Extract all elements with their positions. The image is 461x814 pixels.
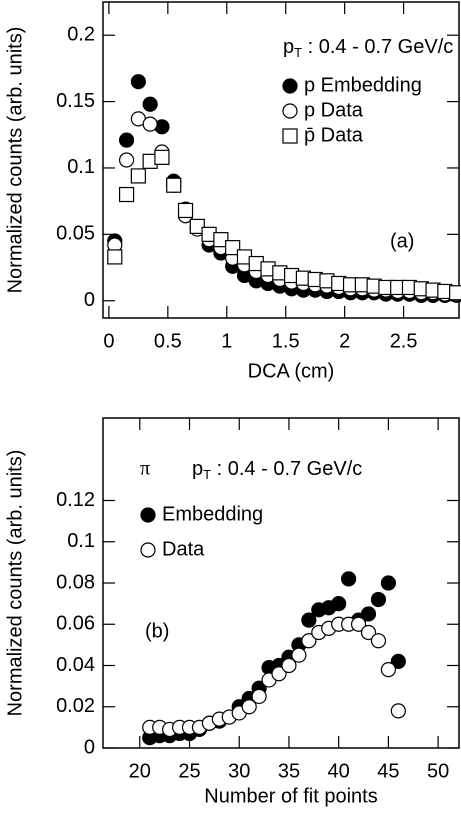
marker xyxy=(177,202,194,219)
pt-rest: : 0.4 - 0.7 GeV/c xyxy=(211,458,362,480)
legend-label: p Data xyxy=(304,99,364,121)
panel-label: (a) xyxy=(390,230,414,252)
y-tick-label: 0.12 xyxy=(56,489,95,511)
y-tick-label: 0.04 xyxy=(56,654,95,676)
pt-sub: T xyxy=(203,467,211,482)
x-tick-label: 2 xyxy=(339,330,350,352)
marker xyxy=(241,699,257,715)
x-tick-label: 0 xyxy=(103,330,114,352)
marker xyxy=(360,606,377,622)
marker xyxy=(107,249,123,265)
x-tick-label: 20 xyxy=(129,760,151,782)
pt-label: pT : 0.4 - 0.7 GeV/c xyxy=(192,458,362,482)
particle-label: π xyxy=(140,458,150,480)
legend-label: Embedding xyxy=(162,503,263,525)
x-tick-label: 35 xyxy=(278,760,300,782)
legend-label: Data xyxy=(162,538,205,560)
marker xyxy=(251,688,267,705)
pt-main: p xyxy=(192,458,203,480)
marker xyxy=(282,78,298,94)
y-tick-label: 0.15 xyxy=(56,90,95,112)
pt-sub: T xyxy=(294,45,302,60)
x-axis-label: DCA (cm) xyxy=(248,360,335,382)
marker xyxy=(154,149,170,165)
marker xyxy=(213,232,229,248)
y-tick-label: 0.06 xyxy=(56,613,95,635)
x-axis-label: Number of fit points xyxy=(204,785,377,807)
marker xyxy=(142,116,158,132)
marker xyxy=(282,128,298,144)
marker xyxy=(370,633,387,649)
x-tick-label: 2.5 xyxy=(390,330,418,352)
marker xyxy=(271,666,287,682)
marker xyxy=(449,285,461,301)
x-tick-label: 50 xyxy=(427,760,449,782)
y-tick-label: 0.1 xyxy=(67,156,95,178)
plot-frame xyxy=(102,1,460,319)
pt-rest: : 0.4 - 0.7 GeV/c xyxy=(302,36,453,58)
marker xyxy=(331,596,347,612)
x-tick-label: 30 xyxy=(228,760,250,782)
marker xyxy=(281,657,297,674)
marker xyxy=(380,662,396,678)
x-tick-label: 25 xyxy=(178,760,200,782)
marker xyxy=(142,96,158,112)
x-tick-label: 0.5 xyxy=(154,330,182,352)
x-tick-label: 1.5 xyxy=(272,330,300,352)
marker xyxy=(341,571,357,587)
marker xyxy=(282,103,298,119)
x-tick-label: 40 xyxy=(328,760,350,782)
pt-label: pT : 0.4 - 0.7 GeV/c xyxy=(283,36,453,60)
y-axis-label: Normalized counts (arb. units) xyxy=(4,450,26,717)
y-tick-label: 0.1 xyxy=(67,530,95,552)
pt-main: p xyxy=(283,36,294,58)
marker xyxy=(390,653,406,669)
marker xyxy=(350,616,367,632)
marker xyxy=(118,152,135,168)
marker xyxy=(118,132,135,148)
legend-label: p̄ Data xyxy=(304,124,364,146)
y-tick-label: 0 xyxy=(84,736,95,758)
marker xyxy=(301,633,317,649)
marker xyxy=(130,74,146,90)
marker xyxy=(360,624,377,641)
y-tick-label: 0 xyxy=(84,289,95,311)
marker xyxy=(130,168,146,184)
x-tick-label: 45 xyxy=(377,760,399,782)
y-tick-label: 0.2 xyxy=(67,23,95,45)
marker xyxy=(301,612,317,628)
marker xyxy=(390,703,406,719)
y-tick-label: 0.08 xyxy=(56,571,95,593)
panel-label: (b) xyxy=(145,620,169,642)
marker xyxy=(140,507,156,523)
legend-label: p Embedding xyxy=(304,74,422,96)
marker xyxy=(140,542,156,558)
marker xyxy=(225,240,241,256)
y-axis-label: Normalized counts (arb. units) xyxy=(4,27,26,294)
marker xyxy=(189,218,205,234)
marker xyxy=(291,647,307,663)
marker xyxy=(166,177,182,193)
marker xyxy=(380,575,396,591)
y-tick-label: 0.02 xyxy=(56,695,95,717)
marker xyxy=(370,591,387,608)
x-tick-label: 1 xyxy=(221,330,232,352)
marker xyxy=(118,186,135,203)
y-tick-label: 0.05 xyxy=(56,223,95,245)
